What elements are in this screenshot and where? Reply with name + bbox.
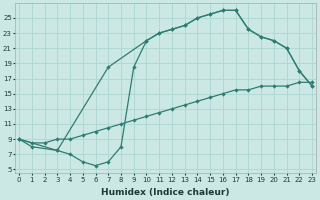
X-axis label: Humidex (Indice chaleur): Humidex (Indice chaleur)	[101, 188, 230, 197]
